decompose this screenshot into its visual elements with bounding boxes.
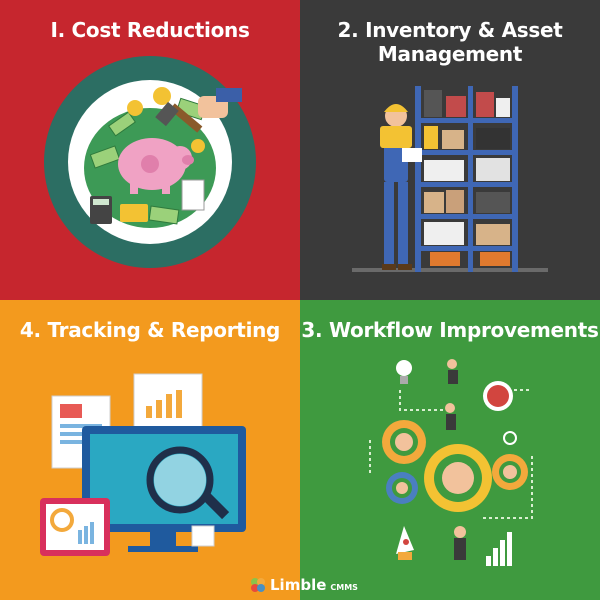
panel-title: 3. Workflow Improvements (301, 318, 599, 342)
limble-leaf-icon (251, 578, 265, 592)
panel-workflow-improvements: 3. Workflow Improvements (300, 300, 600, 600)
gears-people-workflow-icon (369, 359, 533, 566)
panel-title: I. Cost Reductions (50, 18, 250, 42)
panel-inventory-asset-management: 2. Inventory & Asset Management (300, 0, 600, 300)
panel-title: 4. Tracking & Reporting (19, 318, 281, 342)
panel-cost-reductions: I. Cost Reductions (0, 0, 300, 300)
logo-wordmark: Limble (270, 576, 327, 594)
limble-logo: Limble CMMS (250, 575, 358, 595)
panel-title: 2. Inventory & Asset Management (337, 18, 563, 66)
logo-subtext: CMMS (330, 583, 358, 592)
piggy-bank-savings-icon (44, 56, 256, 268)
panel-tracking-reporting: 4. Tracking & Reporting (0, 300, 300, 600)
monitor-analytics-icon (40, 373, 246, 556)
warehouse-shelves-worker-icon (352, 86, 548, 272)
